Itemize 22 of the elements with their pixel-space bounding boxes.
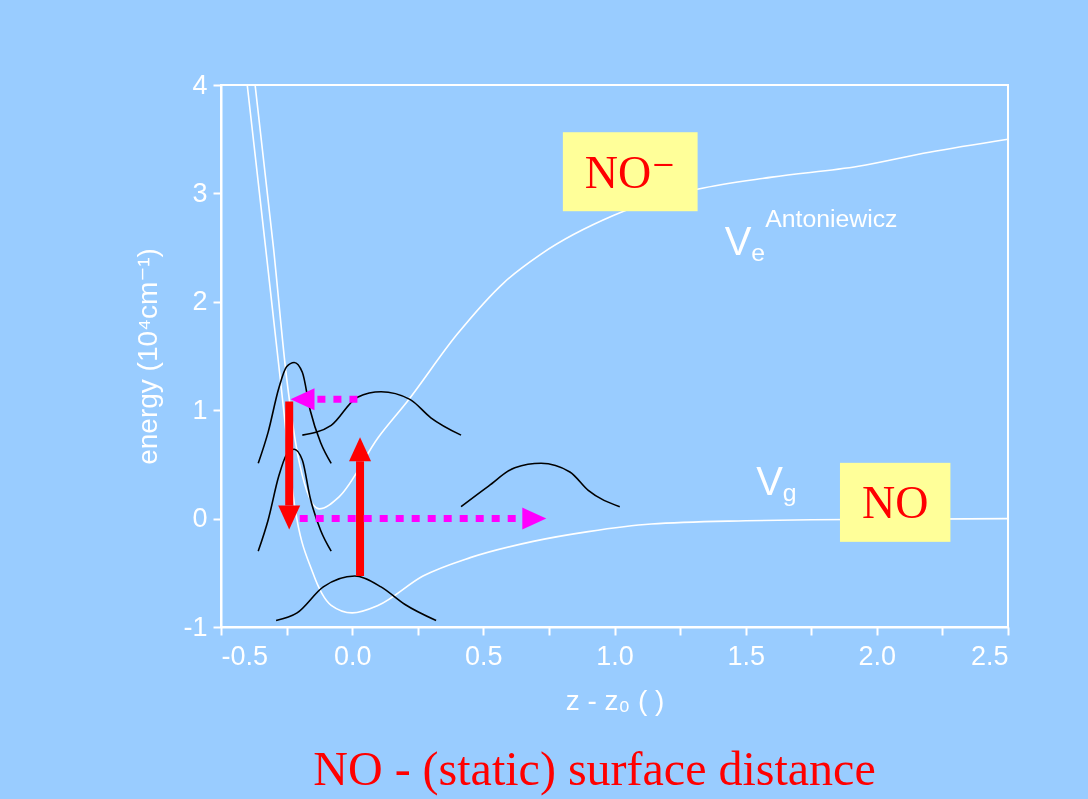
annotation: V$_{g}$ (756, 458, 797, 506)
y-tick-label: 0 (192, 503, 208, 534)
x-tick-label: 2.5 (970, 640, 1009, 671)
line-series (460, 462, 621, 508)
y-axis-title: energy (10⁴cm⁻¹) (132, 248, 164, 465)
y-tick-label: 1 (192, 394, 208, 425)
x-tick-label: 0.5 (465, 640, 503, 671)
x-tick-label: -0.5 (221, 640, 269, 671)
y-tick-label: 2 (192, 286, 208, 317)
line-series (257, 448, 332, 552)
x-tick-label: 1.0 (596, 640, 634, 671)
y-tick-label: 3 (192, 177, 208, 208)
y-tick-label: 4 (192, 69, 208, 100)
y-tick-label: -1 (183, 611, 208, 642)
line-series (275, 575, 437, 622)
x-axis-title: z - z₀ ( ) (565, 684, 665, 716)
x-tick-label: 0.0 (333, 640, 372, 671)
annotation: NO⁻ (584, 146, 676, 198)
x-tick-label: 1.5 (727, 640, 765, 671)
annotation: NO (861, 476, 929, 528)
text: NO - (static) surface distance (313, 742, 876, 796)
x-tick-label: 2.0 (858, 640, 897, 671)
